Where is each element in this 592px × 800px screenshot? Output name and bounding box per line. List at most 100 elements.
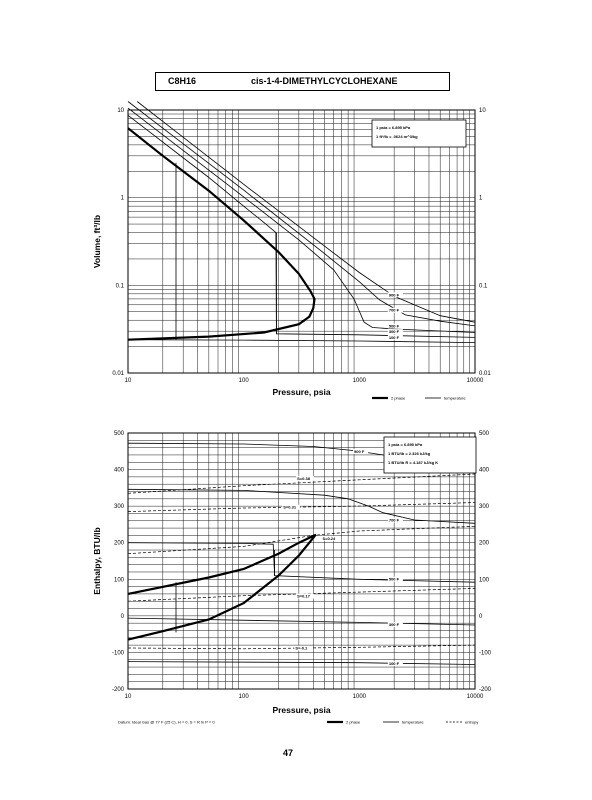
y-tick-label-right: 1	[479, 196, 483, 202]
isotherm-line	[127, 101, 476, 327]
legend-entry: temperature	[444, 396, 466, 401]
curve-label: S=0.24	[322, 536, 336, 541]
x-tick-label: 10	[125, 378, 132, 384]
y-tick-label-left: -200	[112, 687, 125, 693]
y-tick-label-right: 300	[479, 504, 490, 510]
legend-entry: 2 phase	[346, 720, 361, 725]
curve-label-bg	[294, 645, 312, 651]
curve-label: S=0.17	[297, 594, 311, 599]
curve-label: 500 F	[389, 324, 400, 329]
y-tick-label-left: 0.01	[112, 371, 124, 377]
curve-label: 500 F	[389, 577, 400, 582]
curve-label: 300 F	[389, 329, 400, 334]
y-tick-label-right: 10	[479, 108, 486, 114]
curve-label-bg	[387, 517, 403, 523]
x-axis-label: Pressure, psia	[272, 387, 330, 397]
y-tick-label-left: 0.1	[116, 283, 125, 289]
x-tick-label: 1000	[353, 378, 367, 384]
x-tick-label: 10000	[467, 694, 484, 700]
curve-label-bg	[296, 475, 314, 481]
curve-label-bg	[387, 622, 403, 628]
curve-label: 700 F	[389, 518, 400, 523]
x-axis-label: Pressure, psia	[272, 705, 330, 715]
y-tick-label-right: 0	[479, 614, 483, 620]
y-tick-label-right: 200	[479, 541, 490, 547]
chemical-formula: C8H16	[168, 76, 197, 86]
datum-footnote: Datum: Ideal Gas @ 77 F (25 C), H = 0, S…	[118, 720, 215, 725]
curve-label: S=-0.1	[295, 646, 308, 651]
curve-label: 300 F	[389, 622, 400, 627]
curve-label-bg	[353, 449, 369, 455]
curve-label-bg	[296, 593, 314, 599]
curve-label: 900 F	[389, 292, 400, 297]
y-tick-label-left: 200	[114, 541, 125, 547]
y-tick-label-left: 100	[114, 577, 125, 583]
x-tick-label: 100	[239, 694, 250, 700]
curve-label: 900 F	[354, 449, 365, 454]
conversion-box	[383, 436, 477, 474]
y-tick-label-left: 1	[121, 196, 125, 202]
conversion-box	[371, 119, 467, 148]
curve-label-bg	[387, 576, 403, 582]
y-tick-label-left: 10	[117, 108, 124, 114]
y-axis-label: Enthalpy, BTU/lb	[92, 527, 102, 594]
y-tick-label-left: 300	[114, 504, 125, 510]
curve-label: 700 F	[389, 308, 400, 313]
isentrope-line	[127, 644, 476, 650]
y-tick-label-right: 0.1	[479, 283, 488, 289]
y-tick-label-right: 500	[479, 431, 490, 437]
isentrope-line	[127, 502, 476, 512]
chart-title-box: C8H16 cis-1-4-DIMETHYLCYCLOHEXANE	[155, 72, 450, 91]
isotherm-line	[127, 661, 476, 665]
conversion-line: 1 ft³/lb = .0624 m^3/kg	[376, 134, 418, 139]
x-tick-label: 1000	[353, 694, 367, 700]
plot-frame	[127, 432, 476, 690]
isentrope-line	[127, 525, 476, 555]
curve-label: 100 F	[389, 661, 400, 666]
curve-label-bg	[387, 323, 403, 329]
isotherm-line	[127, 617, 476, 626]
curve-label-bg	[387, 307, 403, 313]
y-tick-label-left: -100	[112, 650, 125, 656]
curve-label: 100 F	[389, 335, 400, 340]
curve-label: S=0.38	[297, 476, 311, 481]
y-tick-label-left: 400	[114, 468, 125, 474]
y-axis-label: Volume, ft³/lb	[92, 215, 102, 268]
x-tick-label: 10000	[467, 378, 484, 384]
legend-entry: temperature	[402, 720, 424, 725]
curve-label-bg	[321, 535, 340, 541]
y-tick-label-right: 0.01	[479, 371, 491, 377]
isotherm-line	[127, 542, 476, 583]
curve-label-bg	[282, 504, 300, 510]
y-tick-label-right: -200	[479, 687, 492, 693]
y-tick-label-left: 500	[114, 431, 125, 437]
conversion-line: 1 BTU/lb = 2.326 kJ/kg	[388, 451, 431, 456]
isotherm-line	[136, 101, 476, 323]
plot-frame	[127, 109, 476, 374]
y-tick-label-left: 0	[121, 614, 125, 620]
x-tick-label: 10	[125, 694, 132, 700]
isotherm-line	[127, 107, 476, 333]
isotherm-line	[127, 114, 476, 338]
page-number: 47	[283, 748, 294, 758]
chemical-name: cis-1-4-DIMETHYLCYCLOHEXANE	[251, 76, 398, 86]
two-phase-envelope	[127, 127, 316, 341]
isotherm-line	[127, 488, 476, 524]
curve-label-bg	[387, 334, 403, 340]
curve-label-bg	[387, 292, 403, 298]
isentrope-line	[127, 473, 476, 494]
conversion-line: 1 psia = 6.895 kPa	[376, 125, 411, 130]
conversion-line: 1 psia = 6.895 kPa	[388, 442, 423, 447]
conversion-line: 1 BTU/lb R = 4.187 kJ/kg K	[388, 460, 438, 465]
y-tick-label-right: 400	[479, 468, 490, 474]
isotherm-line	[127, 339, 476, 343]
legend-entry: entropy	[465, 720, 478, 725]
curve-label-bg	[387, 329, 403, 335]
isentrope-line	[127, 588, 476, 602]
legend-entry: 2 phase	[391, 396, 406, 401]
y-tick-label-right: -100	[479, 650, 492, 656]
two-phase-envelope	[127, 533, 317, 641]
x-tick-label: 100	[239, 378, 250, 384]
